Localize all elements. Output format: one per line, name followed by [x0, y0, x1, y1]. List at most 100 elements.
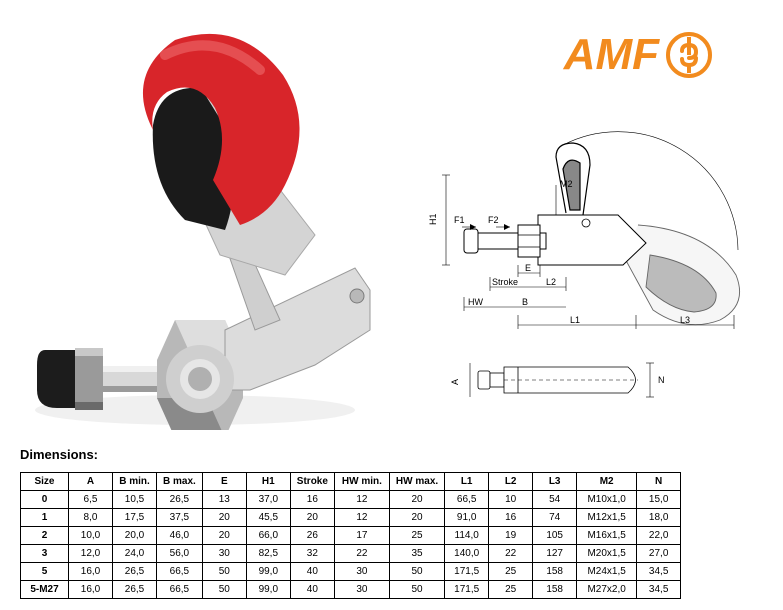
table-cell: 66,5	[157, 563, 203, 581]
table-cell: 5	[21, 563, 69, 581]
table-cell: 30	[202, 545, 246, 563]
table-cell: 0	[21, 491, 69, 509]
logo-text: AMF	[564, 30, 659, 80]
col-header: Size	[21, 473, 69, 491]
table-cell: 16,0	[69, 581, 113, 599]
product-photo	[15, 30, 405, 430]
table-cell: 20	[389, 491, 444, 509]
table-cell: 10	[489, 491, 533, 509]
col-header: L1	[445, 473, 489, 491]
table-cell: 20	[202, 527, 246, 545]
svg-text:L2: L2	[546, 277, 556, 287]
svg-text:M2: M2	[560, 179, 573, 189]
table-cell: 171,5	[445, 563, 489, 581]
table-cell: 19	[489, 527, 533, 545]
table-cell: 158	[533, 563, 577, 581]
table-cell: M20x1,5	[577, 545, 637, 563]
table-cell: 66,5	[157, 581, 203, 599]
table-cell: 158	[533, 581, 577, 599]
logo-icon	[665, 31, 713, 79]
table-cell: M10x1,0	[577, 491, 637, 509]
table-cell: 8,0	[69, 509, 113, 527]
table-cell: 16	[489, 509, 533, 527]
table-cell: 20,0	[113, 527, 157, 545]
col-header: HW max.	[389, 473, 444, 491]
table-cell: 26,5	[113, 581, 157, 599]
table-cell: 10,0	[69, 527, 113, 545]
table-cell: 22,0	[637, 527, 681, 545]
table-cell: 171,5	[445, 581, 489, 599]
table-cell: M12x1,5	[577, 509, 637, 527]
table-cell: 91,0	[445, 509, 489, 527]
table-cell: 16	[290, 491, 334, 509]
table-cell: 37,0	[246, 491, 290, 509]
table-cell: 37,5	[157, 509, 203, 527]
table-cell: 15,0	[637, 491, 681, 509]
col-header: L2	[489, 473, 533, 491]
table-cell: 50	[389, 581, 444, 599]
brand-logo: AMF	[564, 30, 713, 80]
table-cell: 105	[533, 527, 577, 545]
table-cell: 35	[389, 545, 444, 563]
col-header: HW min.	[334, 473, 389, 491]
table-cell: 140,0	[445, 545, 489, 563]
table-row: 06,510,526,51337,016122066,51054M10x1,01…	[21, 491, 681, 509]
table-cell: M27x2,0	[577, 581, 637, 599]
table-cell: 34,5	[637, 563, 681, 581]
table-cell: 12	[334, 509, 389, 527]
col-header: E	[202, 473, 246, 491]
col-header: N	[637, 473, 681, 491]
table-cell: 17	[334, 527, 389, 545]
table-cell: 17,5	[113, 509, 157, 527]
table-cell: 12	[334, 491, 389, 509]
svg-text:Stroke: Stroke	[492, 277, 518, 287]
table-cell: 99,0	[246, 563, 290, 581]
table-cell: 22	[489, 545, 533, 563]
table-cell: 99,0	[246, 581, 290, 599]
col-header: A	[69, 473, 113, 491]
table-cell: 3	[21, 545, 69, 563]
dimensions-table: Size A B min. B max. E H1 Stroke HW min.…	[20, 472, 681, 599]
table-row: 312,024,056,03082,5322235140,022127M20x1…	[21, 545, 681, 563]
table-cell: 24,0	[113, 545, 157, 563]
svg-text:H1: H1	[428, 213, 438, 225]
svg-text:N: N	[658, 375, 665, 385]
table-cell: 10,5	[113, 491, 157, 509]
svg-text:A: A	[450, 379, 460, 385]
table-cell: 12,0	[69, 545, 113, 563]
technical-diagram: M2 H1 F1 F2 E Stroke L2	[418, 115, 758, 425]
col-header: B min.	[113, 473, 157, 491]
table-cell: 50	[202, 581, 246, 599]
table-cell: 32	[290, 545, 334, 563]
svg-text:L1: L1	[570, 315, 580, 325]
table-row: 516,026,566,55099,0403050171,525158M24x1…	[21, 563, 681, 581]
table-cell: M16x1,5	[577, 527, 637, 545]
col-header: M2	[577, 473, 637, 491]
table-cell: 40	[290, 563, 334, 581]
table-cell: 22	[334, 545, 389, 563]
table-cell: 50	[389, 563, 444, 581]
table-cell: 127	[533, 545, 577, 563]
svg-text:F1: F1	[454, 215, 465, 225]
svg-text:E: E	[525, 263, 531, 273]
table-cell: 16,0	[69, 563, 113, 581]
table-cell: 1	[21, 509, 69, 527]
table-cell: 26	[290, 527, 334, 545]
col-header: Stroke	[290, 473, 334, 491]
table-cell: 25	[489, 563, 533, 581]
table-cell: 66,0	[246, 527, 290, 545]
svg-text:B: B	[522, 297, 528, 307]
table-cell: 56,0	[157, 545, 203, 563]
table-cell: 30	[334, 581, 389, 599]
table-cell: 20	[389, 509, 444, 527]
table-cell: 26,5	[157, 491, 203, 509]
table-row: 18,017,537,52045,520122091,01674M12x1,51…	[21, 509, 681, 527]
table-cell: 2	[21, 527, 69, 545]
table-cell: 34,5	[637, 581, 681, 599]
table-cell: 25	[489, 581, 533, 599]
table-cell: 46,0	[157, 527, 203, 545]
table-cell: M24x1,5	[577, 563, 637, 581]
table-cell: 40	[290, 581, 334, 599]
table-cell: 66,5	[445, 491, 489, 509]
table-cell: 18,0	[637, 509, 681, 527]
